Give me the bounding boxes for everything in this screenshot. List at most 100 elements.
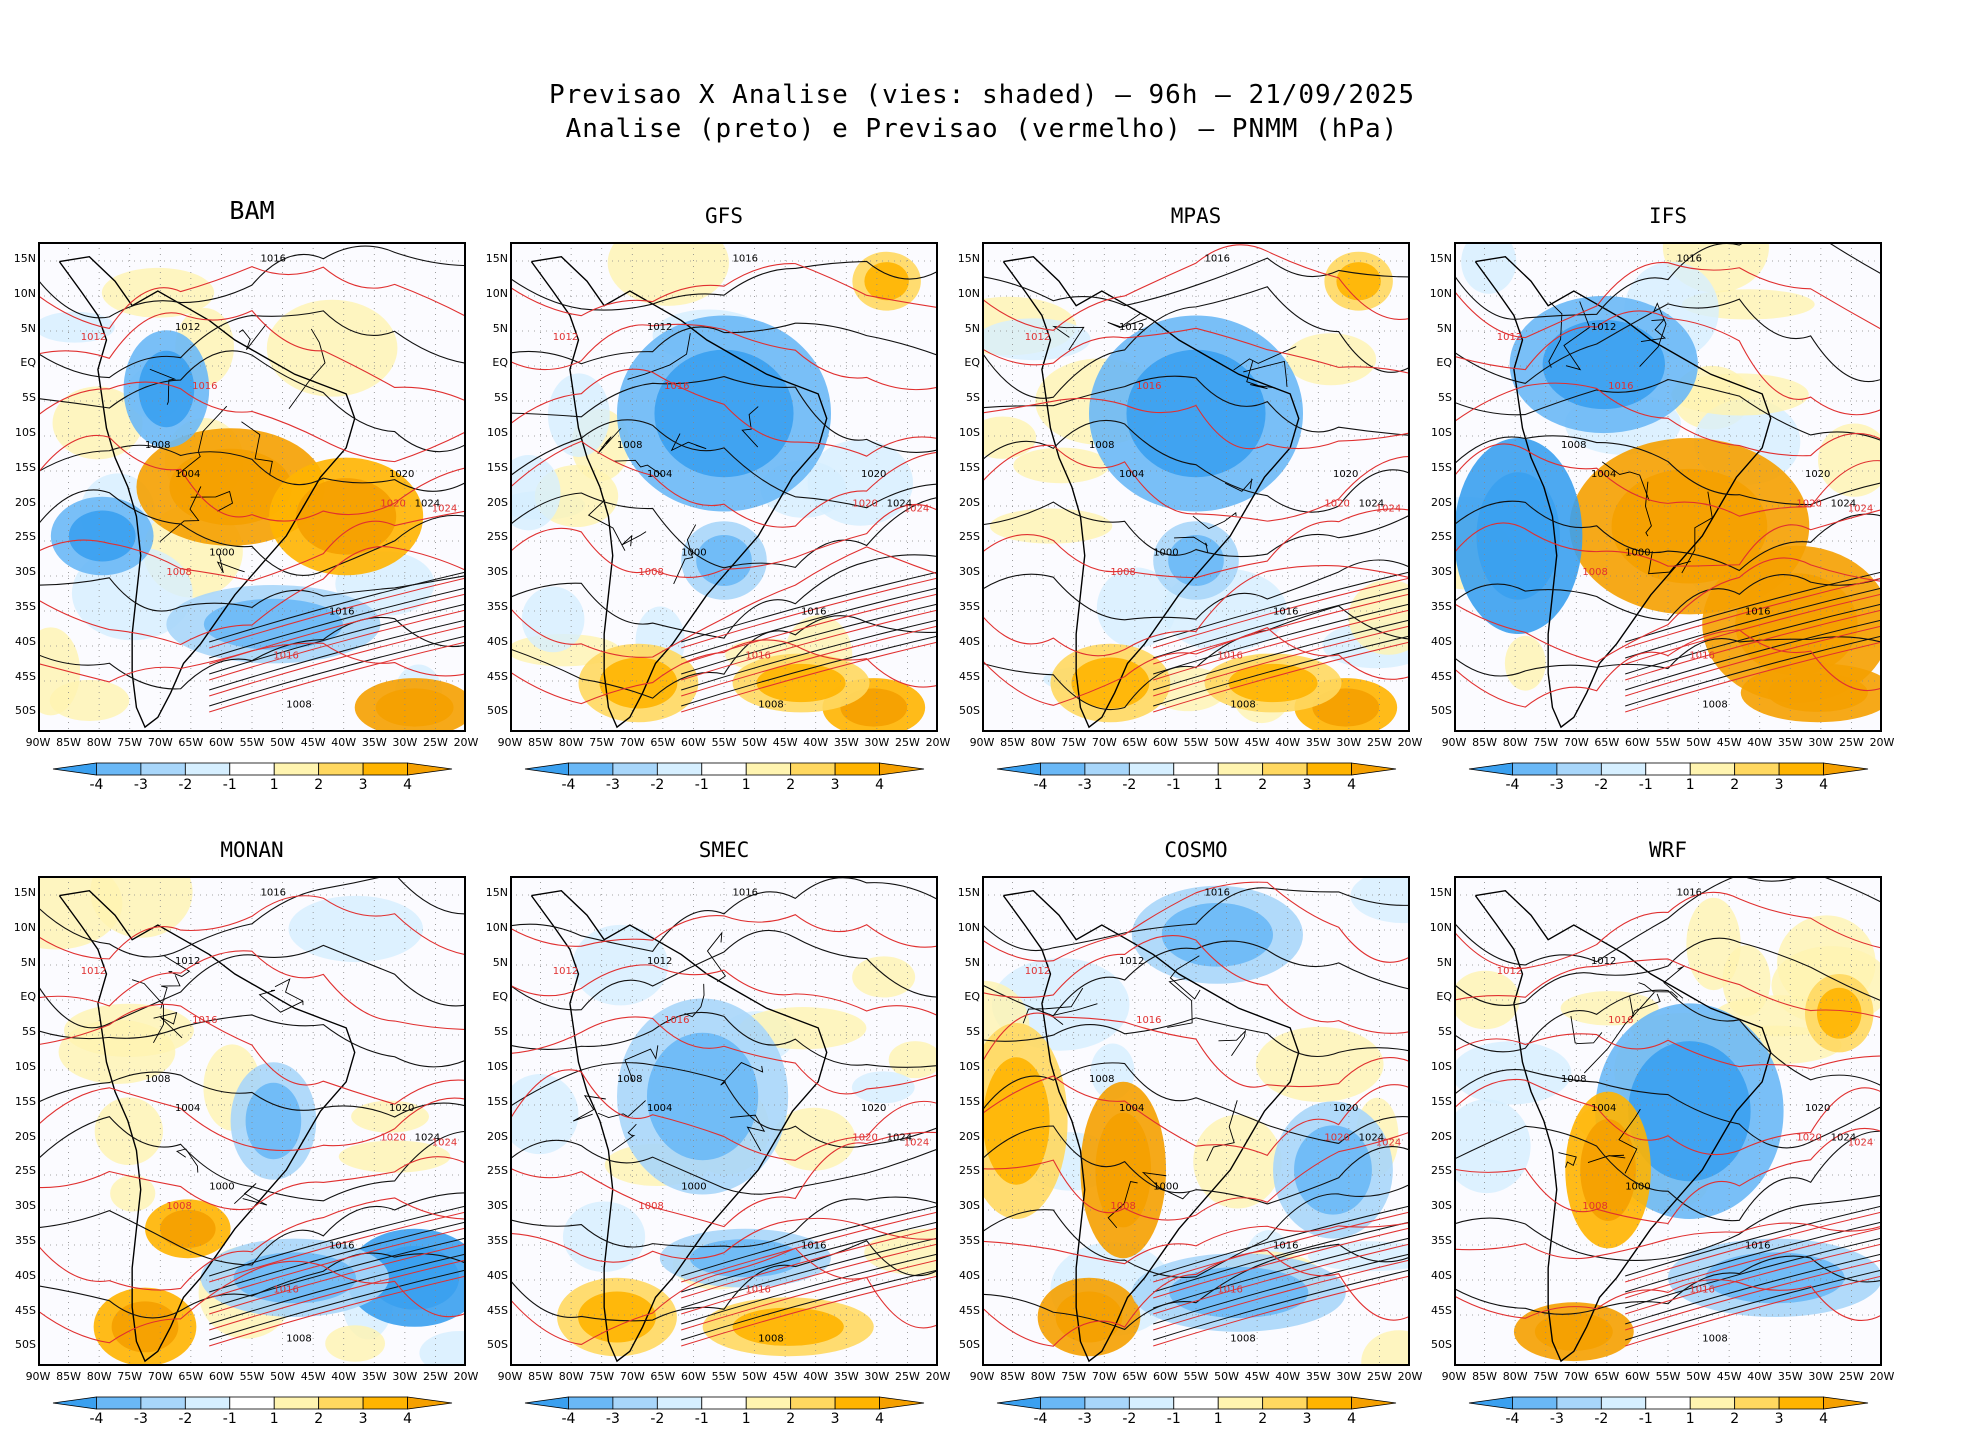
colorbar-tick-label: -4 (561, 777, 576, 793)
lat-tick-label: 35S (1431, 600, 1452, 613)
forecast-contour-label: 1008 (1582, 567, 1607, 578)
country-border (238, 323, 267, 350)
country-border (611, 1123, 637, 1152)
lat-tick-label: 5N (1436, 321, 1452, 335)
lon-tick-label: 75W (1061, 1370, 1087, 1383)
panel-title-ifs: IFS (1649, 204, 1687, 228)
colorbar-tick-label: 1 (741, 1411, 751, 1427)
colorbar-segment (184, 762, 231, 776)
lon-tick-label: 20W (453, 1370, 479, 1383)
analysis-isobar (510, 615, 938, 699)
lon-tick-label: 50W (1686, 1370, 1711, 1383)
country-border (597, 1100, 646, 1118)
forecast-isobar (1454, 382, 1882, 457)
lon-tick-label: 20W (1397, 1370, 1423, 1383)
analysis-isobar (209, 1221, 466, 1293)
map-frame (1454, 242, 1882, 732)
lat-tick-label: EQ (20, 990, 36, 1004)
colorbar-segment (1734, 1396, 1780, 1410)
country-border (1618, 1108, 1641, 1174)
lon-tick-label: 80W (86, 1370, 112, 1383)
country-border (730, 1114, 766, 1152)
analysis-isobar (681, 1253, 938, 1325)
analysis-isobar (1153, 1205, 1410, 1277)
country-border (1233, 346, 1297, 371)
analysis-isobar (982, 501, 1410, 558)
lon-tick-label: 25W (894, 1370, 920, 1383)
colorbar-segment (1217, 762, 1264, 776)
colorbar-segment (612, 762, 658, 776)
analysis-contour-label: 1000 (1153, 548, 1178, 559)
country-border (572, 1095, 606, 1122)
forecast-contour-label: 1016 (664, 381, 689, 392)
analysis-isobar (1454, 989, 1882, 1087)
colorbar-segment (1645, 1396, 1691, 1410)
forecast-isobar (982, 627, 1410, 706)
forecast-isobar (982, 244, 1410, 331)
lat-tick-label: 45S (487, 669, 508, 683)
colorbar-tick-label: 4 (875, 1411, 884, 1427)
colorbar-segment (996, 762, 1041, 776)
country-border (1107, 1180, 1138, 1229)
panel-title-gfs: GFS (705, 204, 743, 228)
forecast-contour-label: 1008 (1110, 567, 1135, 578)
forecast-contour-label: 1012 (1497, 332, 1522, 343)
bias-shade (1126, 349, 1266, 478)
colorbar-tick-label: 3 (358, 1411, 368, 1427)
colorbar-tick-label: 1 (1213, 1411, 1223, 1427)
colorbar-tick-label: -2 (650, 777, 665, 793)
lon-tick-label: 65W (1594, 736, 1620, 749)
analysis-isobar (1625, 1205, 1882, 1277)
country-border (741, 406, 759, 448)
analysis-isobar (510, 1240, 938, 1322)
lat-tick-label: 10S (1431, 1060, 1452, 1073)
bias-shade (375, 688, 454, 727)
analysis-isobar (1625, 635, 1882, 707)
analysis-isobar (982, 1183, 1410, 1278)
lon-tick-label: 55W (1655, 1370, 1681, 1383)
analysis-isobar (982, 420, 1410, 513)
colorbar-tick-label: -1 (694, 1411, 709, 1427)
lon-tick-label: 85W (56, 736, 81, 749)
forecast-isobar (209, 609, 466, 681)
forecast-isobar (1454, 1222, 1882, 1260)
lat-tick-label: 15N (1429, 252, 1452, 265)
lon-tick-label: 60W (680, 1370, 706, 1383)
bias-shade (607, 242, 729, 306)
country-border (190, 490, 233, 512)
lon-tick-label: 55W (711, 1370, 737, 1383)
lon-tick-label: 90W (25, 1370, 51, 1383)
lat-tick-label: 45S (959, 669, 980, 683)
forecast-isobar (681, 609, 938, 681)
forecast-isobar (681, 641, 938, 713)
analysis-isobar (681, 587, 938, 659)
lon-tick-label: 35W (1305, 1370, 1331, 1383)
analysis-isobar (209, 1269, 466, 1341)
analysis-contour-label: 1000 (681, 548, 706, 559)
bias-shade (63, 1003, 194, 1057)
forecast-contour-label: 1020 (380, 499, 405, 510)
coastline (530, 255, 828, 729)
analysis-contour-label: 1012 (1119, 956, 1144, 967)
forecast-contour-label: 1016 (1136, 1015, 1161, 1026)
lat-tick-label: 20S (959, 495, 980, 509)
forecast-isobar (982, 444, 1410, 522)
lon-tick-label: 80W (1030, 736, 1056, 749)
lon-tick-label: 25W (1838, 736, 1864, 749)
forecast-contour-label: 1020 (1796, 1133, 1821, 1144)
panel-title-monan: MONAN (220, 838, 284, 862)
lat-tick-label: 40S (1431, 634, 1452, 648)
country-border (159, 486, 202, 543)
lon-tick-label: 70W (147, 1370, 173, 1383)
bias-shade (38, 627, 81, 716)
lat-tick-label: 15S (15, 1094, 36, 1108)
country-border (706, 931, 727, 983)
analysis-isobar (38, 310, 466, 379)
analysis-contour-label: 1008 (758, 1334, 783, 1345)
lat-tick-label: 30S (15, 565, 36, 579)
bias-shade (159, 1209, 216, 1248)
bias-shade (203, 598, 343, 650)
colorbar-segment (879, 1396, 925, 1410)
country-border (1192, 512, 1237, 530)
lon-tick-label: 25W (894, 736, 920, 749)
